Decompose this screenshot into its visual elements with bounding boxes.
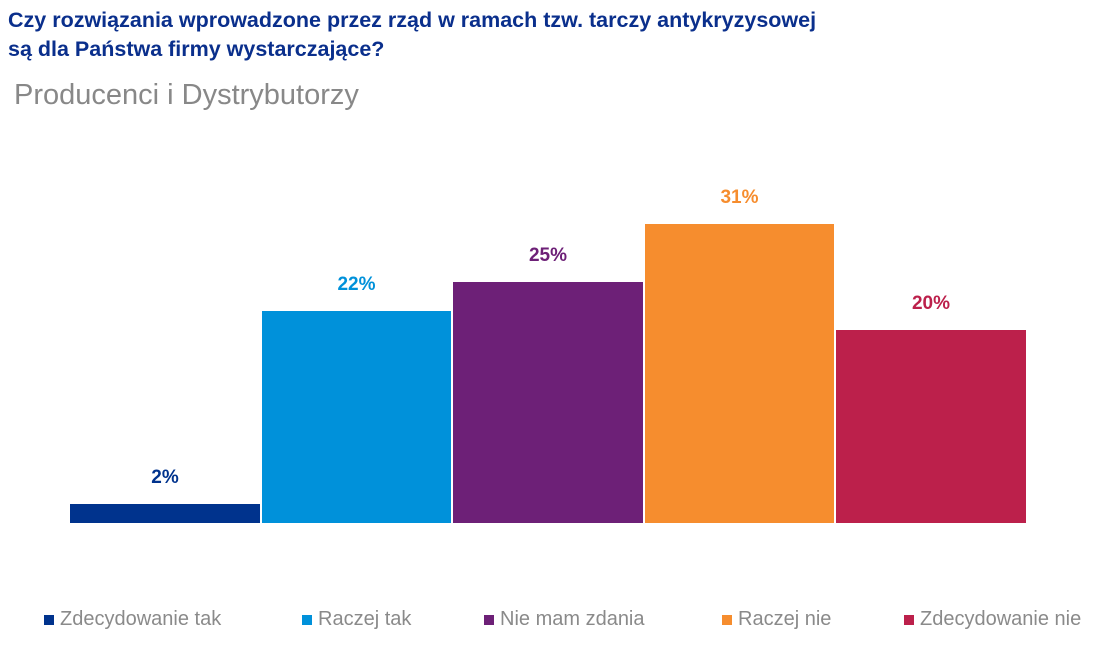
legend-item: Zdecydowanie nie <box>904 608 1081 631</box>
bar-raczej-nie <box>644 223 834 523</box>
legend-swatch-icon <box>302 614 312 625</box>
legend-item: Raczej tak <box>302 608 411 631</box>
legend-label: Nie mam zdania <box>500 608 645 630</box>
chart-subtitle: Producenci i Dystrybutorzy <box>14 79 359 111</box>
bar-value-label: 31% <box>720 186 759 208</box>
legend-item: Zdecydowanie tak <box>44 608 221 631</box>
legend-label: Zdecydowanie tak <box>60 608 222 630</box>
bar-value-label: 25% <box>528 244 568 266</box>
legend-item: Raczej nie <box>722 608 831 631</box>
legend-label: Raczej tak <box>318 608 412 630</box>
legend-label: Zdecydowanie nie <box>920 608 1082 630</box>
bar-zdecydowanie-nie <box>836 330 1026 523</box>
legend-item: Nie mam zdania <box>484 608 645 631</box>
bar-nie-mam-zdania <box>453 281 643 523</box>
legend-swatch-icon <box>904 614 914 625</box>
legend-swatch-icon <box>44 614 54 625</box>
chart-title-line2: są dla Państwa firmy wystarczające? <box>8 37 385 61</box>
bar-value-label: 2% <box>151 466 179 488</box>
legend-label: Raczej nie <box>738 608 832 630</box>
bar-value-label: 22% <box>337 273 376 295</box>
chart-title: Czy rozwiązania wprowadzone przez rząd w… <box>8 6 816 64</box>
bar-raczej-tak <box>261 310 451 523</box>
bar-zdecydowanie-tak <box>70 503 260 523</box>
chart-title-line1: Czy rozwiązania wprowadzone przez rząd w… <box>8 8 817 32</box>
legend-swatch-icon <box>722 614 732 625</box>
legend-swatch-icon <box>484 614 494 625</box>
bar-value-label: 20% <box>911 293 951 314</box>
legend: Zdecydowanie tak Raczej tak Nie mam zdania… <box>0 608 1111 638</box>
plot-area: 2% 22% 25% 31% 20% <box>70 186 1026 523</box>
